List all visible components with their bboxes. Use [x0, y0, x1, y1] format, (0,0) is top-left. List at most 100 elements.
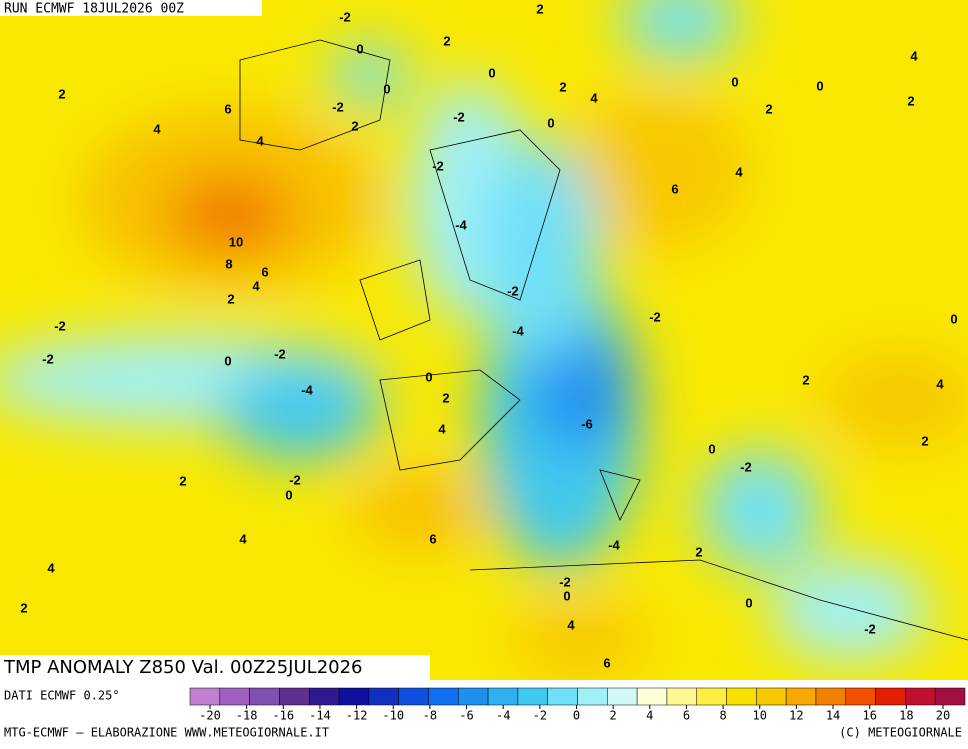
header-box	[0, 0, 262, 16]
colorbar-swatch	[458, 687, 489, 706]
colorbar-tick-label: -16	[272, 709, 294, 723]
contour-label: 4	[590, 90, 598, 105]
contour-label: -4	[455, 217, 467, 232]
colorbar-swatch	[666, 687, 697, 706]
colorbar-swatch	[428, 687, 459, 706]
colorbar-tick-label: -10	[382, 709, 404, 723]
contour-label: 0	[285, 487, 292, 502]
contour-label: 6	[261, 264, 268, 279]
contour-label: 2	[227, 291, 234, 306]
colorbar-tick-label: 18	[899, 709, 913, 723]
contour-label: 4	[47, 560, 55, 575]
contour-label: -2	[453, 109, 465, 124]
colorbar-swatch	[487, 687, 519, 706]
colorbar-tick-label: 12	[789, 709, 803, 723]
colorbar-swatch	[279, 687, 310, 706]
contour-label: -6	[581, 416, 593, 431]
colorbar-swatch	[934, 687, 966, 706]
contour-label: -4	[301, 382, 313, 397]
colorbar-tick-label: 14	[826, 709, 840, 723]
colorbar-tick-label: -20	[199, 709, 221, 723]
contour-label: -2	[864, 621, 876, 636]
colorbar-swatch	[845, 687, 876, 706]
contour-label: 4	[252, 278, 260, 293]
contour-label: 2	[695, 544, 702, 559]
contour-label: -2	[42, 351, 54, 366]
contour-label: 2	[58, 86, 65, 101]
contour-label: 2	[443, 33, 450, 48]
contour-label: 0	[563, 588, 570, 603]
colorbar-swatch	[338, 687, 370, 706]
colorbar-tick-label: -14	[309, 709, 331, 723]
contour-label: -2	[54, 318, 66, 333]
contour-label: -4	[608, 537, 620, 552]
colorbar-swatch	[368, 687, 399, 706]
colorbar-tick-label: -18	[236, 709, 258, 723]
colorbar-swatch	[547, 687, 578, 706]
colorbar-swatch	[398, 687, 429, 706]
contour-label: 10	[229, 234, 243, 249]
colorbar-swatch	[607, 687, 638, 706]
colorbar-swatch	[815, 687, 847, 706]
contour-label: 0	[816, 78, 823, 93]
colorbar-tick-label: -4	[496, 709, 510, 723]
contour-label: 4	[567, 617, 575, 632]
colorbar-swatch	[905, 687, 936, 706]
contour-label: 2	[765, 101, 772, 116]
coastline	[239, 39, 968, 641]
colorbar-swatch	[308, 687, 340, 706]
colorbar-tick-label: 20	[936, 709, 950, 723]
colorbar-tick-label: 16	[862, 709, 876, 723]
contour-label: 0	[383, 81, 390, 96]
contour-label: -2	[740, 459, 752, 474]
colorbar-tick-label: 4	[646, 709, 653, 723]
contour-label: 4	[936, 376, 944, 391]
colorbar-tick-label: -6	[459, 709, 473, 723]
colorbar-tick-label: 6	[683, 709, 690, 723]
contour-label: 2	[921, 433, 928, 448]
colorbar-swatch	[219, 687, 250, 706]
contour-label: 2	[907, 93, 914, 108]
contour-label: 0	[488, 65, 495, 80]
source-label: DATI ECMWF 0.25°	[4, 689, 120, 703]
contour-label: -2	[289, 472, 301, 487]
contour-label: 6	[224, 101, 231, 116]
contour-label: 0	[356, 41, 363, 56]
contour-label: 4	[438, 421, 446, 436]
contour-label: 0	[547, 115, 554, 130]
contour-label: 2	[351, 118, 358, 133]
contour-label: 4	[239, 531, 247, 546]
contour-label: 6	[671, 181, 678, 196]
map-title: TMP ANOMALY Z850 Val. 00Z25JUL2026	[3, 657, 363, 678]
contour-label: -4	[512, 323, 524, 338]
colorbar-swatch	[726, 687, 757, 706]
colorbar-tick-label: 8	[719, 709, 726, 723]
colorbar-swatch	[249, 687, 280, 706]
run-label: RUN ECMWF 18JUL2026 00Z	[4, 2, 184, 17]
contour-label: 2	[559, 79, 566, 94]
colorbar-swatch	[696, 687, 727, 706]
contour-label: -2	[649, 309, 661, 324]
title-box	[0, 655, 430, 680]
colorbar-swatch	[875, 687, 906, 706]
contour-label: 2	[179, 473, 186, 488]
contour-label: -2	[339, 9, 351, 24]
contour-label: -2	[274, 346, 286, 361]
contour-label: 4	[735, 164, 743, 179]
contour-label: 6	[429, 531, 436, 546]
contour-label: 4	[910, 48, 918, 63]
contour-label: 2	[442, 390, 449, 405]
contour-label: 4	[153, 121, 161, 136]
contour-label: 2	[536, 1, 543, 16]
contour-label: -2	[432, 158, 444, 173]
contour-label: 0	[224, 353, 231, 368]
contour-label: -2	[507, 283, 519, 298]
colorbar-tick-label: -12	[346, 709, 368, 723]
colorbar-swatch	[636, 687, 668, 706]
contour-label: -2	[332, 99, 344, 114]
contour-label: 0	[745, 595, 752, 610]
contour-label: 6	[603, 655, 610, 670]
contour-label: 0	[731, 74, 738, 89]
contour-label: 4	[256, 133, 264, 148]
